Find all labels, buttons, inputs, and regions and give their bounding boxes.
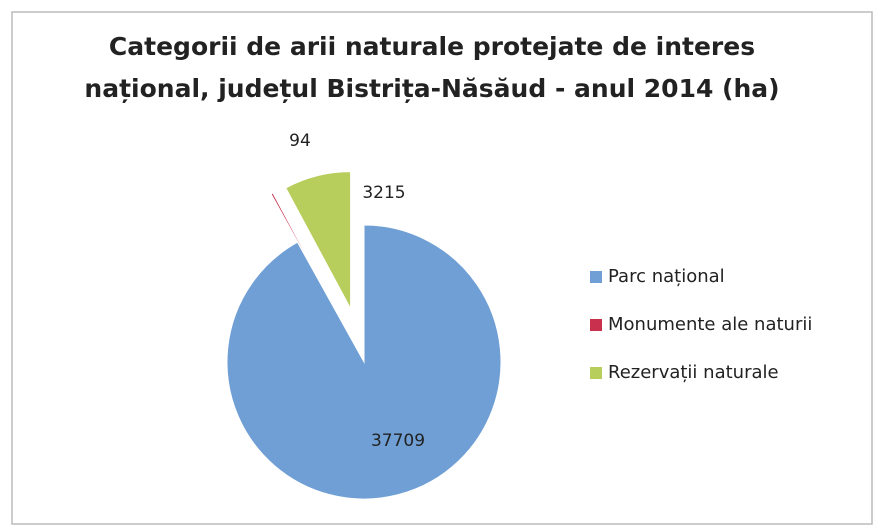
data-label: 3215: [362, 183, 405, 203]
legend-swatch: [590, 319, 602, 331]
chart-title: Categorii de arii naturale protejate de …: [109, 32, 755, 61]
chart-title: național, județul Bistrița-Năsăud - anul…: [84, 74, 779, 103]
legend-label: Rezervații naturale: [608, 362, 779, 383]
pie-slice: [270, 192, 339, 314]
pie-slice: [285, 171, 352, 309]
data-label: 37709: [371, 431, 425, 451]
data-label: 94: [289, 131, 311, 151]
legend-label: Parc național: [608, 266, 725, 287]
legend-label: Monumente ale naturii: [608, 314, 812, 335]
legend-swatch: [590, 367, 602, 379]
legend-swatch: [590, 271, 602, 283]
pie-slice: [226, 224, 502, 500]
